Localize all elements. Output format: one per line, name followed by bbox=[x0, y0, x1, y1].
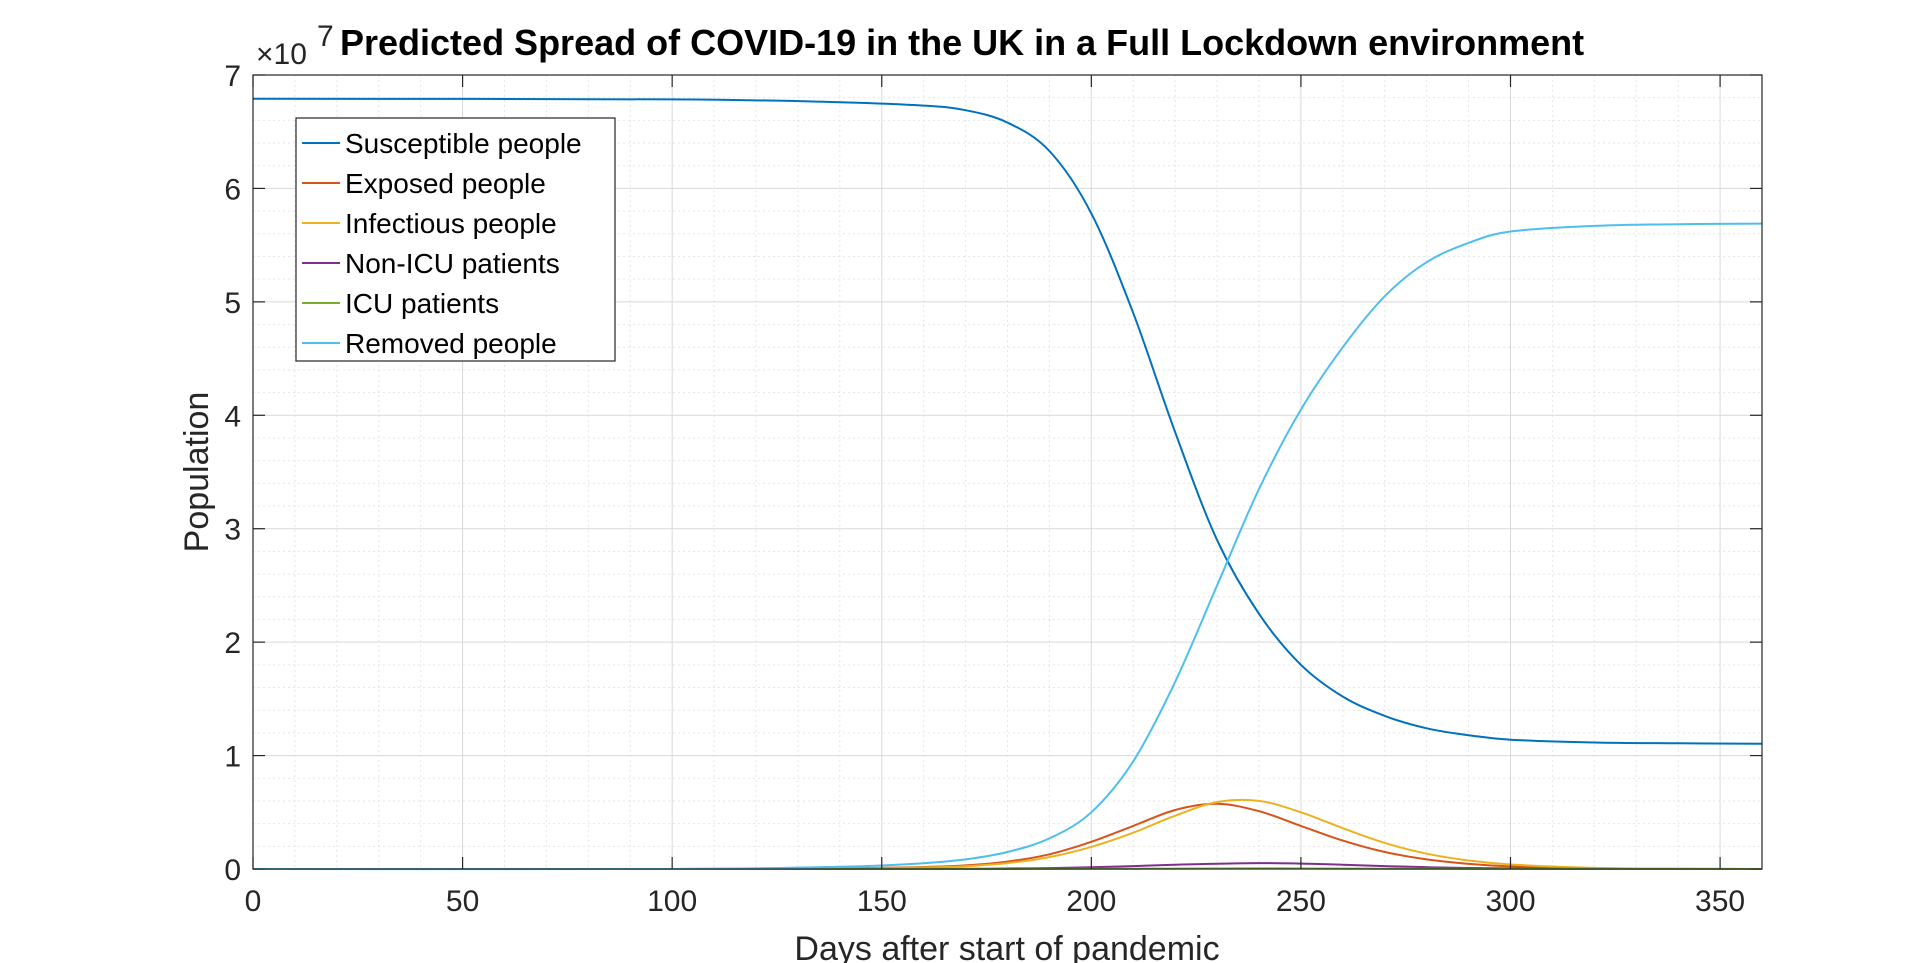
series-line-removed-people bbox=[252, 222, 1763, 871]
y-tick-label: 6 bbox=[224, 173, 241, 206]
y-tick-label: 4 bbox=[224, 400, 241, 433]
x-tick-label: 200 bbox=[1066, 885, 1116, 918]
x-tick-label: 150 bbox=[857, 885, 907, 918]
x-tick-label: 250 bbox=[1276, 885, 1326, 918]
plot-frame bbox=[252, 74, 1763, 870]
minor-grid bbox=[253, 75, 1762, 869]
legend-box bbox=[295, 117, 616, 362]
chart-title: Predicted Spread of COVID-19 in the UK i… bbox=[340, 22, 1584, 63]
series-line-susceptible-people bbox=[252, 97, 1763, 745]
legend: Susceptible people Exposed people Infectio… bbox=[295, 117, 616, 362]
x-tick-label: 100 bbox=[647, 885, 697, 918]
y-exponent-base: ×10 bbox=[256, 38, 307, 71]
x-tick-label: 300 bbox=[1485, 885, 1535, 918]
x-axis-ticks: 0 50 100 150 200 250 300 350 bbox=[245, 75, 1745, 918]
legend-label-non-icu-patients: Non-ICU patients bbox=[345, 248, 560, 279]
y-tick-label: 1 bbox=[224, 741, 241, 774]
x-tick-label: 350 bbox=[1695, 885, 1745, 918]
y-tick-label: 3 bbox=[224, 514, 241, 547]
y-exponent-power: 7 bbox=[317, 20, 334, 53]
x-axis-label: Days after start of pandemic bbox=[794, 930, 1219, 963]
x-tick-label: 0 bbox=[245, 885, 262, 918]
y-axis-label: Population bbox=[178, 392, 216, 553]
y-tick-label: 0 bbox=[224, 854, 241, 887]
y-axis-ticks: 0 1 2 3 4 5 6 7 bbox=[224, 60, 1762, 887]
y-tick-label: 2 bbox=[224, 627, 241, 660]
x-tick-label: 50 bbox=[446, 885, 479, 918]
legend-label-removed-people: Removed people bbox=[345, 328, 557, 359]
y-tick-label: 5 bbox=[224, 287, 241, 320]
legend-label-icu-patients: ICU patients bbox=[345, 288, 499, 319]
y-tick-label: 7 bbox=[224, 60, 241, 93]
legend-label-susceptible-people: Susceptible people bbox=[345, 128, 582, 159]
legend-label-exposed-people: Exposed people bbox=[345, 168, 546, 199]
legend-label-infectious-people: Infectious people bbox=[345, 208, 557, 239]
